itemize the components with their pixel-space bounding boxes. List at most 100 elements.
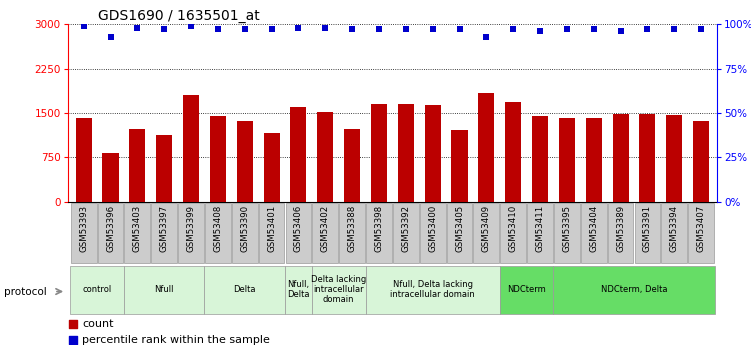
Point: [534, 29, 546, 34]
Point: [131, 25, 143, 30]
FancyBboxPatch shape: [366, 266, 499, 314]
FancyBboxPatch shape: [635, 203, 660, 263]
Text: Nfull,
Delta: Nfull, Delta: [287, 280, 309, 299]
Point: [292, 25, 304, 30]
Text: GSM53410: GSM53410: [508, 205, 517, 252]
Text: GSM53392: GSM53392: [401, 205, 410, 252]
Bar: [586, 118, 602, 202]
Text: Nfull: Nfull: [155, 285, 174, 294]
Bar: [291, 107, 306, 202]
Bar: [129, 129, 146, 202]
FancyBboxPatch shape: [581, 203, 607, 263]
Point: [668, 27, 680, 32]
Text: control: control: [83, 285, 112, 294]
FancyBboxPatch shape: [553, 266, 714, 314]
Text: GSM53391: GSM53391: [643, 205, 652, 252]
Point: [158, 27, 170, 32]
Point: [77, 23, 89, 29]
FancyBboxPatch shape: [205, 203, 231, 263]
FancyBboxPatch shape: [258, 203, 285, 263]
Point: [433, 136, 445, 141]
Point: [454, 27, 466, 32]
FancyBboxPatch shape: [554, 203, 580, 263]
Bar: [76, 118, 92, 202]
Bar: [639, 114, 656, 202]
Text: Nfull, Delta lacking
intracellular domain: Nfull, Delta lacking intracellular domai…: [391, 280, 475, 299]
FancyBboxPatch shape: [312, 203, 338, 263]
FancyBboxPatch shape: [71, 266, 124, 314]
Bar: [532, 116, 548, 202]
Point: [400, 27, 412, 32]
Point: [212, 27, 224, 32]
Bar: [210, 116, 226, 202]
FancyBboxPatch shape: [420, 203, 445, 263]
Bar: [398, 104, 414, 202]
Bar: [693, 121, 709, 202]
Point: [641, 27, 653, 32]
Text: GSM53407: GSM53407: [697, 205, 706, 252]
FancyBboxPatch shape: [473, 203, 499, 263]
FancyBboxPatch shape: [447, 203, 472, 263]
Bar: [451, 130, 468, 202]
FancyBboxPatch shape: [662, 203, 687, 263]
Text: GSM53408: GSM53408: [213, 205, 222, 252]
Bar: [613, 114, 629, 202]
Text: count: count: [82, 319, 113, 329]
Bar: [559, 118, 575, 202]
Text: percentile rank within the sample: percentile rank within the sample: [82, 335, 270, 345]
Bar: [156, 136, 172, 202]
Point: [588, 27, 600, 32]
Text: Delta lacking
intracellular
domain: Delta lacking intracellular domain: [311, 275, 366, 304]
FancyBboxPatch shape: [71, 203, 97, 263]
Text: GSM53389: GSM53389: [616, 205, 625, 252]
Point: [373, 27, 385, 32]
FancyBboxPatch shape: [125, 203, 150, 263]
Text: GSM53401: GSM53401: [267, 205, 276, 252]
Point: [185, 23, 197, 29]
Text: GSM53409: GSM53409: [482, 205, 491, 252]
FancyBboxPatch shape: [232, 203, 258, 263]
Text: GSM53398: GSM53398: [375, 205, 384, 252]
Text: GSM53394: GSM53394: [670, 205, 679, 252]
Text: GSM53402: GSM53402: [321, 205, 330, 252]
FancyBboxPatch shape: [312, 266, 366, 314]
FancyBboxPatch shape: [688, 203, 714, 263]
Point: [481, 34, 493, 39]
Point: [346, 27, 358, 32]
Text: GSM53395: GSM53395: [562, 205, 572, 252]
Text: GSM53406: GSM53406: [294, 205, 303, 252]
FancyBboxPatch shape: [500, 203, 526, 263]
Point: [427, 27, 439, 32]
Point: [239, 27, 251, 32]
FancyBboxPatch shape: [124, 266, 204, 314]
Point: [614, 29, 626, 34]
Text: Delta: Delta: [234, 285, 256, 294]
Text: NDCterm, Delta: NDCterm, Delta: [601, 285, 667, 294]
FancyBboxPatch shape: [527, 203, 553, 263]
Bar: [237, 121, 253, 202]
FancyBboxPatch shape: [393, 203, 419, 263]
FancyBboxPatch shape: [608, 203, 633, 263]
Text: GSM53405: GSM53405: [455, 205, 464, 252]
Text: GSM53403: GSM53403: [133, 205, 142, 252]
Point: [319, 25, 331, 30]
Text: GSM53393: GSM53393: [79, 205, 88, 252]
Text: GDS1690 / 1635501_at: GDS1690 / 1635501_at: [98, 9, 259, 23]
Bar: [183, 95, 199, 202]
Text: GSM53390: GSM53390: [240, 205, 249, 252]
FancyBboxPatch shape: [98, 203, 123, 263]
Point: [695, 27, 707, 32]
Point: [433, 279, 445, 285]
Bar: [478, 93, 494, 202]
FancyBboxPatch shape: [285, 266, 312, 314]
Bar: [344, 129, 360, 202]
FancyBboxPatch shape: [285, 203, 312, 263]
FancyBboxPatch shape: [366, 203, 392, 263]
Text: GSM53397: GSM53397: [160, 205, 169, 252]
Text: GSM53411: GSM53411: [535, 205, 544, 252]
Point: [104, 34, 116, 39]
Point: [507, 27, 519, 32]
Bar: [102, 153, 119, 202]
Point: [266, 27, 278, 32]
Text: GSM53400: GSM53400: [428, 205, 437, 252]
